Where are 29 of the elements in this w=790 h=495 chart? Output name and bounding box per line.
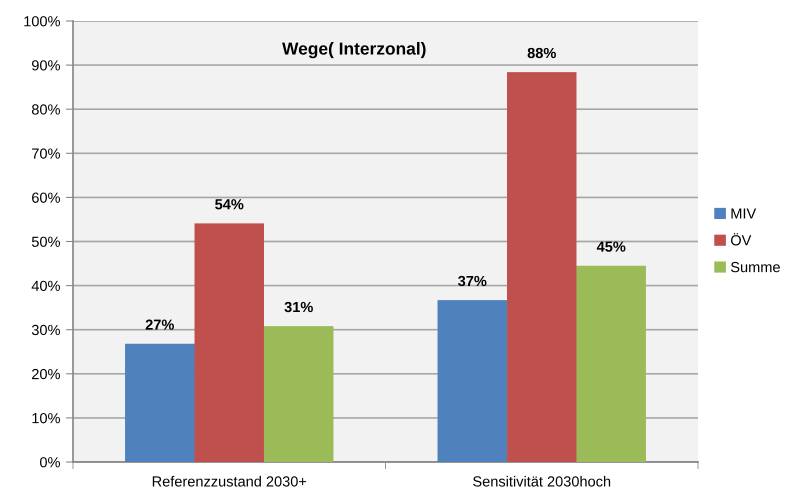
- text: Wege( Interzonal): [282, 42, 426, 58]
- data-label: 45%: [596, 241, 626, 252]
- data-label: 54%: [215, 199, 244, 210]
- bar: [264, 326, 334, 462]
- data-label: 27%: [146, 319, 174, 330]
- data-label: 31%: [284, 302, 313, 312]
- y-tick-label: 30%: [32, 324, 60, 336]
- y-tick-label: 40%: [32, 280, 60, 292]
- legend-label: MIV: [731, 208, 756, 219]
- bar: [507, 72, 576, 462]
- y-tick-label: 50%: [32, 236, 60, 247]
- bar: [576, 266, 646, 462]
- data-label: 37%: [458, 276, 486, 286]
- y-tick-label: 0%: [40, 457, 60, 468]
- legend-label: ÖV: [730, 233, 752, 246]
- y-tick-label: 60%: [32, 192, 60, 203]
- data-label: 88%: [528, 48, 556, 58]
- y-tick-label: 80%: [32, 104, 60, 115]
- bar: [438, 300, 508, 462]
- bar: [125, 344, 195, 462]
- y-tick-label: 20%: [32, 368, 60, 380]
- y-tick-label: 70%: [32, 148, 60, 159]
- y-tick-label: 100%: [24, 16, 60, 26]
- legend-label: Summe: [730, 262, 780, 272]
- y-tick-label: 90%: [32, 60, 60, 71]
- x-tick-label: Referenzzustand 2030+: [152, 476, 306, 487]
- bar: [194, 223, 264, 462]
- x-tick-label: Sensitivität 2030hoch: [473, 476, 610, 487]
- y-tick-label: 10%: [32, 413, 60, 424]
